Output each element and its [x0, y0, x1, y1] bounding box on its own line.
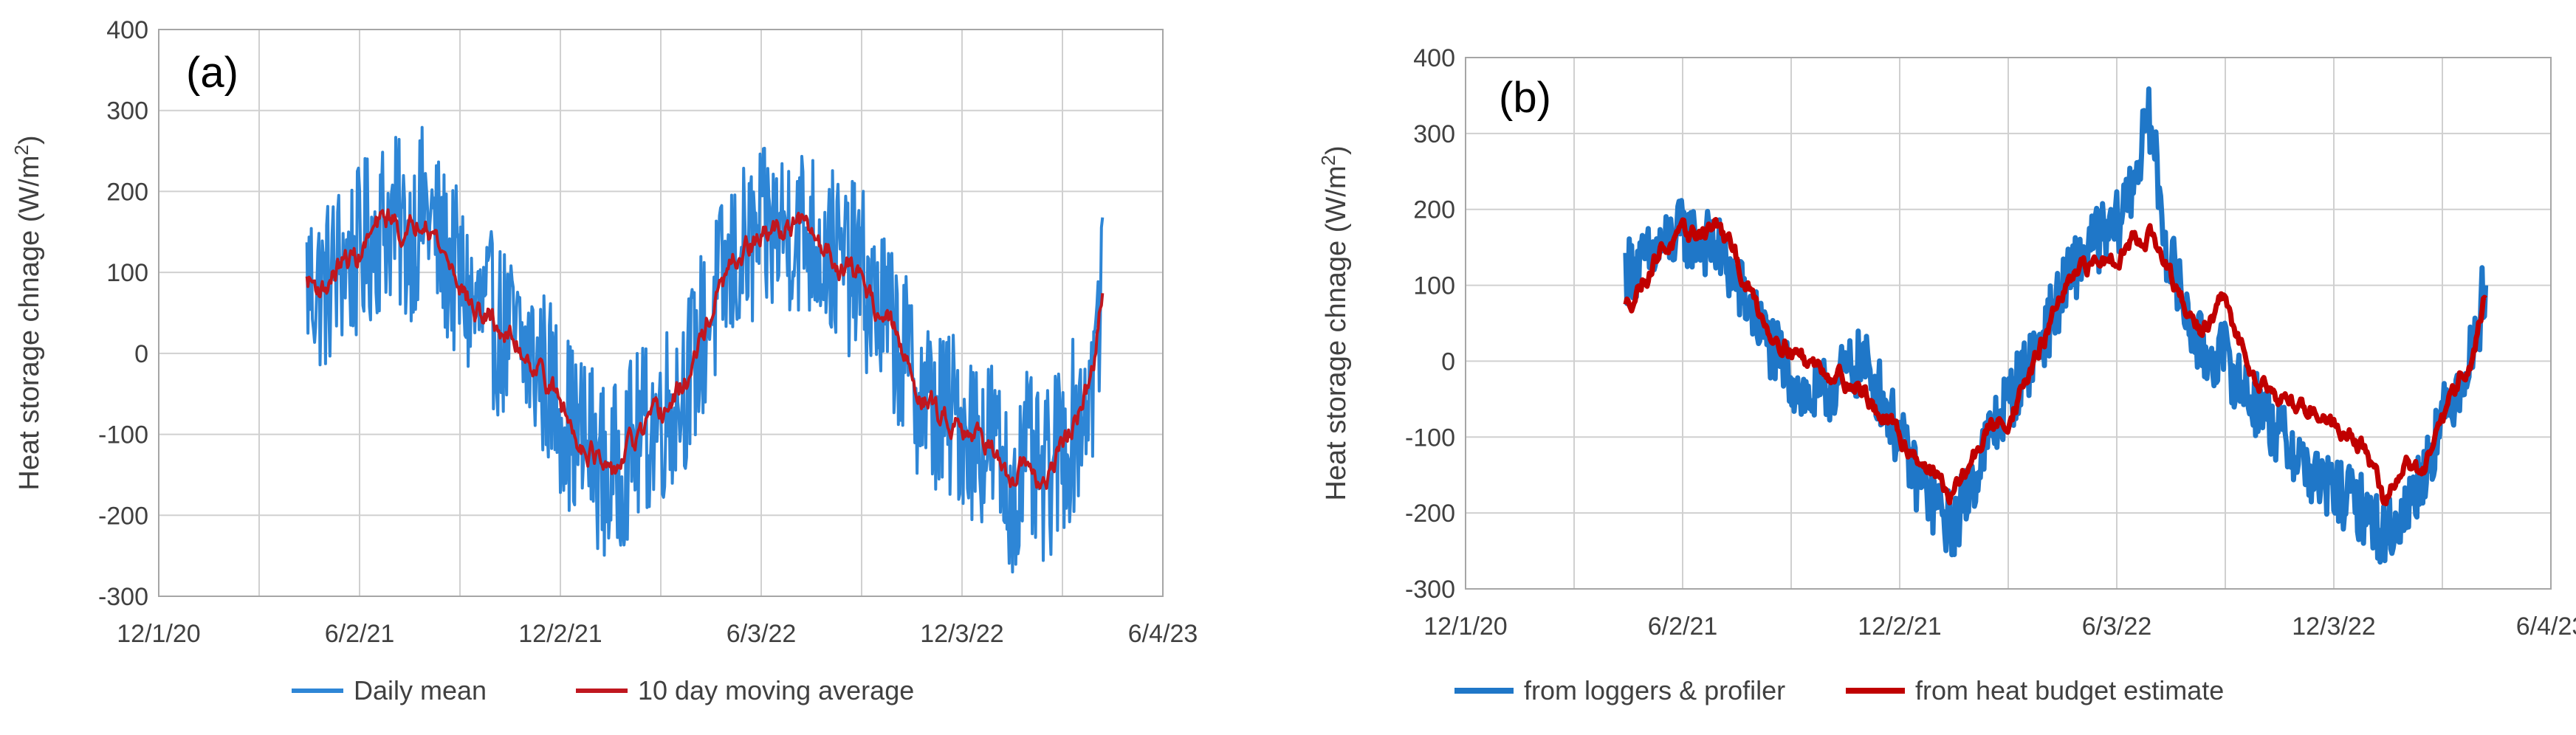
y-tick-label: -200: [1405, 500, 1455, 528]
panel-label-background: [182, 46, 255, 97]
y-tick-label: 200: [1413, 196, 1455, 224]
y-axis-label-superscript: 2: [1317, 155, 1339, 165]
x-tick-labels-b: 12/1/20 6/2/21 12/2/21 6/3/22 12/3/22 6/…: [1423, 612, 2576, 641]
legend-b: from loggers & profiler from heat budget…: [1454, 675, 2224, 705]
x-tick-label: 6/3/22: [727, 620, 797, 648]
chart-panel-a: -300 -200 -100 0 100 200 300 400 12/1/20…: [10, 16, 1198, 705]
x-tick-label: 12/3/22: [2292, 612, 2375, 641]
panel-label: (b): [1499, 74, 1551, 122]
y-axis-label: Heat storage chnage (W/m2): [1317, 145, 1352, 500]
y-axis-label: Heat storage chnage (W/m2): [10, 135, 45, 490]
x-tick-label: 6/4/23: [1128, 620, 1198, 648]
x-tick-label: 12/2/21: [1858, 612, 1941, 641]
chart-panel-b: -300 -200 -100 0 100 200 300 400 12/1/20…: [1317, 44, 2576, 705]
y-axis-label-close: ): [14, 135, 45, 145]
y-tick-label: 300: [106, 97, 148, 125]
y-axis-label-text: Heat storage chnage (W/m: [14, 156, 45, 491]
series-line-secondary: [305, 208, 1105, 490]
y-tick-labels-a: -300 -200 -100 0 100 200 300 400: [98, 16, 148, 611]
y-axis-label-text: Heat storage chnage (W/m: [1321, 166, 1352, 501]
series-line-secondary: [1623, 217, 2487, 507]
y-tick-label: 0: [134, 340, 148, 368]
y-axis-label-superscript: 2: [10, 145, 32, 155]
y-tick-label: 400: [106, 16, 148, 44]
legend-label-loggers-profiler: from loggers & profiler: [1524, 675, 1785, 705]
y-tick-label: 200: [106, 178, 148, 206]
y-tick-label: 0: [1441, 348, 1455, 376]
x-tick-label: 12/3/22: [920, 620, 1003, 648]
x-tick-label: 6/2/21: [1648, 612, 1718, 641]
y-tick-label: -200: [98, 502, 148, 530]
series-layer-a: [305, 125, 1105, 574]
y-tick-label: -100: [1405, 424, 1455, 452]
plot-frame-b: [1465, 57, 2552, 590]
legend-label-moving-average: 10 day moving average: [638, 675, 914, 705]
x-tick-label: 12/1/20: [117, 620, 200, 648]
y-tick-label: 300: [1413, 120, 1455, 148]
x-tick-label: 12/2/21: [518, 620, 602, 648]
y-tick-label: 100: [1413, 272, 1455, 300]
y-axis-label-close: ): [1321, 145, 1352, 155]
x-tick-labels-a: 12/1/20 6/2/21 12/2/21 6/3/22 12/3/22 6/…: [117, 620, 1198, 648]
y-tick-label: -100: [98, 421, 148, 449]
panel-label-background: [1494, 71, 1568, 122]
x-tick-label: 6/2/21: [325, 620, 395, 648]
legend-a: Daily mean 10 day moving average: [292, 675, 914, 705]
y-tick-label: 100: [106, 259, 148, 287]
x-tick-label: 12/1/20: [1423, 612, 1507, 641]
y-tick-label: -300: [1405, 576, 1455, 604]
panel-label: (a): [186, 49, 238, 97]
legend-label-daily-mean: Daily mean: [354, 675, 487, 705]
y-tick-label: -300: [98, 583, 148, 611]
series-layer-b: [1623, 86, 2489, 565]
legend-label-heat-budget: from heat budget estimate: [1915, 675, 2224, 705]
x-tick-label: 6/4/23: [2516, 612, 2576, 641]
x-tick-label: 6/3/22: [2082, 612, 2152, 641]
y-tick-label: 400: [1413, 44, 1455, 72]
y-tick-labels-b: -300 -200 -100 0 100 200 300 400: [1405, 44, 1455, 604]
plot-frame-a: [158, 29, 1164, 597]
